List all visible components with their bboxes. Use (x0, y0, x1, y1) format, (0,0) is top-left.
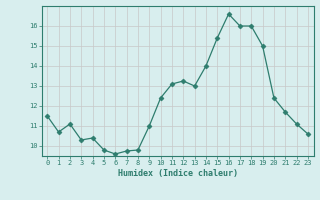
X-axis label: Humidex (Indice chaleur): Humidex (Indice chaleur) (118, 169, 237, 178)
